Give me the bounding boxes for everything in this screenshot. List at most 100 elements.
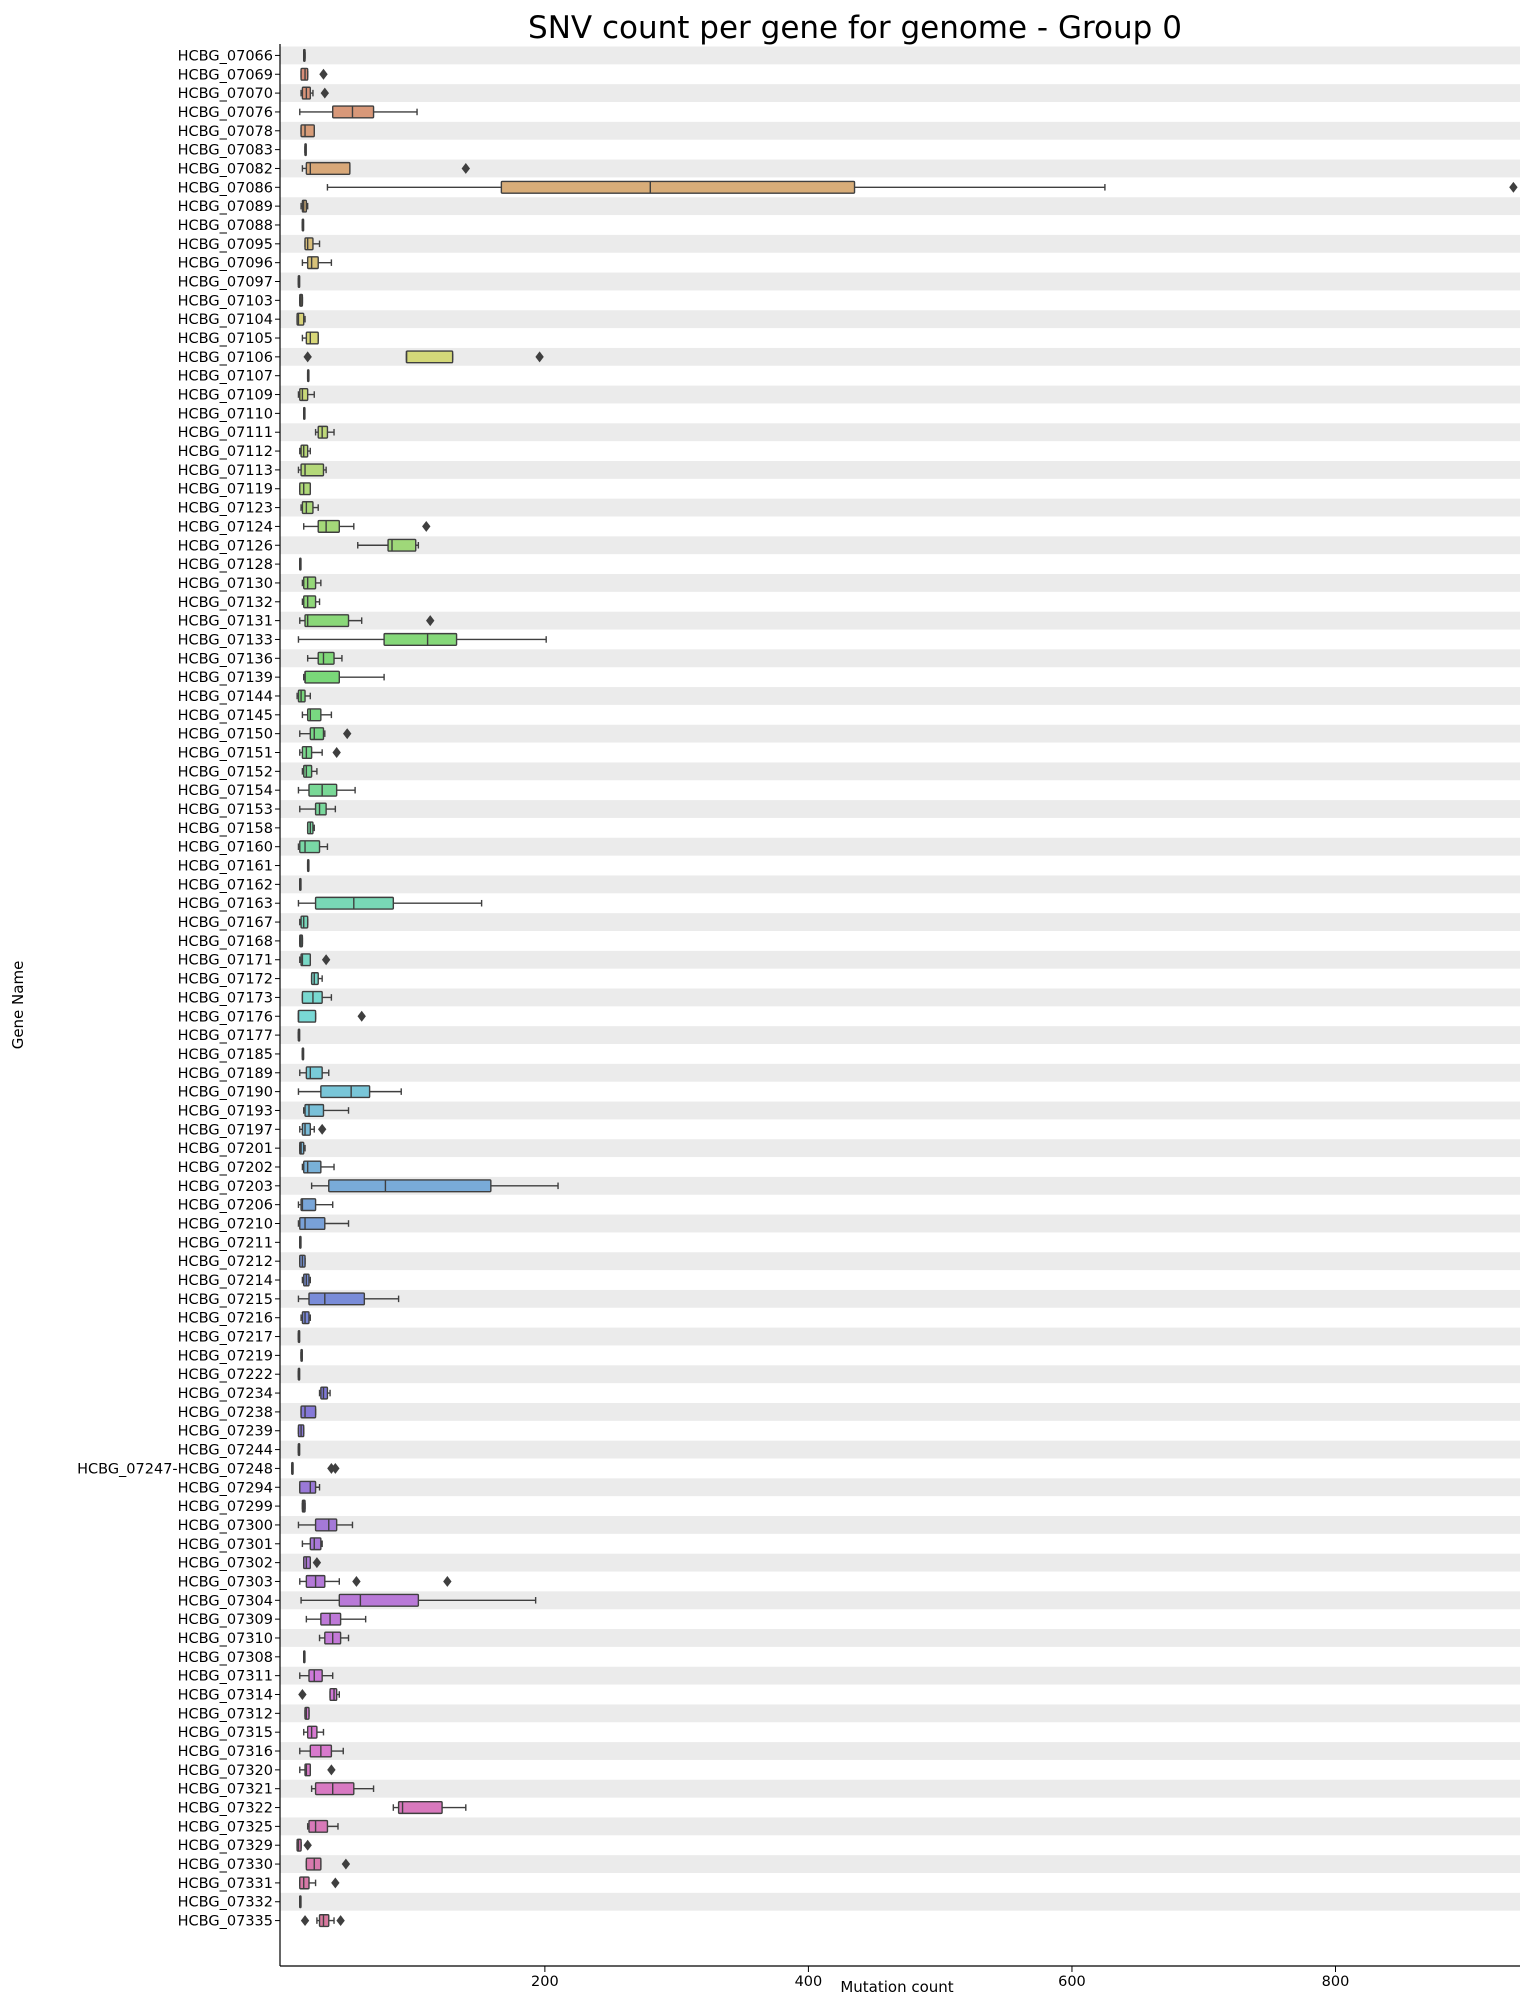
box [308, 1669, 323, 1683]
y-tick-label: HCBG_07123 [178, 501, 273, 517]
row-band [280, 1440, 1520, 1459]
row-band [280, 460, 1520, 479]
chart-title: SNV count per gene for genome - Group 0 [528, 10, 1182, 46]
y-tick-label: HCBG_07210 [178, 1217, 273, 1233]
y-tick-label: HCBG_07203 [178, 1179, 273, 1195]
y-tick-label: HCBG_07158 [178, 821, 273, 837]
y-tick-label: HCBG_07177 [178, 1028, 273, 1044]
y-tick-label: HCBG_07168 [178, 934, 273, 950]
y-tick-label: HCBG_07104 [178, 312, 273, 328]
outlier-point [331, 1462, 340, 1474]
box [308, 1819, 329, 1833]
box [303, 764, 313, 778]
outlier-point [320, 87, 330, 99]
y-tick-label: HCBG_07329 [178, 1838, 273, 1854]
box [300, 1198, 317, 1212]
y-tick-label: HCBG_07302 [178, 1556, 273, 1572]
row-band [280, 498, 1520, 517]
y-tick-label: HCBG_07206 [178, 1198, 273, 1214]
y-tick-label: HCBG_07097 [178, 275, 273, 291]
box [300, 124, 315, 138]
y-tick-label: HCBG_07095 [178, 237, 273, 253]
box [397, 1800, 443, 1815]
outlier-point [341, 1858, 351, 1870]
box [317, 651, 335, 665]
y-tick-label: HCBG_07103 [178, 293, 273, 309]
row-band [280, 988, 1520, 1007]
y-tick-label: HCBG_07110 [178, 406, 273, 422]
box [297, 1009, 317, 1023]
row-band [280, 1779, 1520, 1798]
box [383, 632, 458, 647]
y-tick-label: HCBG_07316 [178, 1744, 273, 1760]
box [328, 1179, 492, 1193]
y-tick-label: HCBG_07193 [178, 1103, 273, 1119]
outlier-point [298, 1689, 307, 1700]
y-tick-label: HCBG_07173 [178, 990, 273, 1006]
row-band [280, 1742, 1520, 1760]
y-tick-label: HCBG_07130 [178, 576, 273, 592]
row-band [280, 611, 1520, 630]
y-tick-label: HCBG_07301 [178, 1537, 273, 1553]
y-tick-label: HCBG_07176 [178, 1009, 273, 1025]
row-band [280, 1365, 1520, 1384]
y-tick-label: HCBG_07244 [178, 1443, 273, 1459]
box [314, 1518, 338, 1532]
row-band [280, 1666, 1520, 1685]
y-tick-label: HCBG_07128 [178, 557, 273, 573]
y-tick-label: HCBG_07190 [178, 1085, 273, 1101]
box-series [291, 48, 1518, 1928]
x-tick-label: 800 [1322, 1974, 1350, 1990]
outlier-point [332, 747, 341, 758]
box [305, 331, 319, 345]
row-band [280, 1704, 1520, 1723]
box [301, 501, 314, 515]
row-band [280, 1855, 1520, 1873]
y-tick-label: HCBG_07150 [178, 727, 273, 743]
y-tick-label: HCBG_07197 [178, 1122, 273, 1138]
row-band [280, 1214, 1520, 1233]
y-tick-label: HCBG_07162 [178, 877, 273, 893]
y-tick-label: HCBG_07154 [178, 783, 273, 799]
y-tick-label: HCBG_07082 [178, 161, 273, 177]
box [387, 538, 417, 552]
row-band [280, 1402, 1520, 1421]
row-band [280, 1478, 1520, 1497]
y-tick-label: HCBG_07312 [178, 1706, 273, 1722]
row-band [280, 46, 1520, 65]
row-band [280, 121, 1520, 140]
y-tick-label: HCBG_07112 [178, 444, 273, 460]
y-tick-label: HCBG_07311 [178, 1669, 273, 1685]
row-band [280, 159, 1520, 178]
row-band [280, 1629, 1520, 1647]
y-tick-label: HCBG_07070 [178, 86, 273, 102]
box [317, 519, 340, 533]
y-tick-label: HCBG_07167 [178, 915, 273, 931]
y-tick-label: HCBG_07172 [178, 972, 273, 988]
outlier-point [422, 520, 431, 532]
box [304, 237, 314, 251]
row-band [280, 1252, 1520, 1271]
y-tick-label: HCBG_07314 [178, 1688, 273, 1704]
y-tick-label: HCBG_07212 [178, 1254, 273, 1270]
row-band [280, 1289, 1520, 1308]
row-band [280, 1591, 1520, 1610]
y-axis-label: Gene Name [9, 961, 27, 1050]
box [300, 1405, 317, 1419]
y-tick-label: HCBG_07308 [178, 1650, 273, 1666]
y-tick-label: HCBG_07151 [178, 746, 273, 762]
outlier-point [300, 1915, 310, 1927]
y-tick-label: HCBG_07332 [178, 1895, 273, 1911]
y-tick-label: HCBG_07310 [178, 1631, 273, 1647]
outlier-point [303, 351, 312, 363]
y-tick-label: HCBG_07214 [178, 1273, 273, 1289]
box [314, 1782, 355, 1796]
box [299, 840, 321, 854]
outlier-point [303, 1839, 312, 1851]
y-tick-label: HCBG_07124 [178, 519, 273, 535]
row-band [280, 762, 1520, 781]
y-tick-label: HCBG_07144 [178, 689, 273, 705]
box [305, 161, 351, 176]
y-tick-label: HCBG_07133 [178, 632, 273, 648]
